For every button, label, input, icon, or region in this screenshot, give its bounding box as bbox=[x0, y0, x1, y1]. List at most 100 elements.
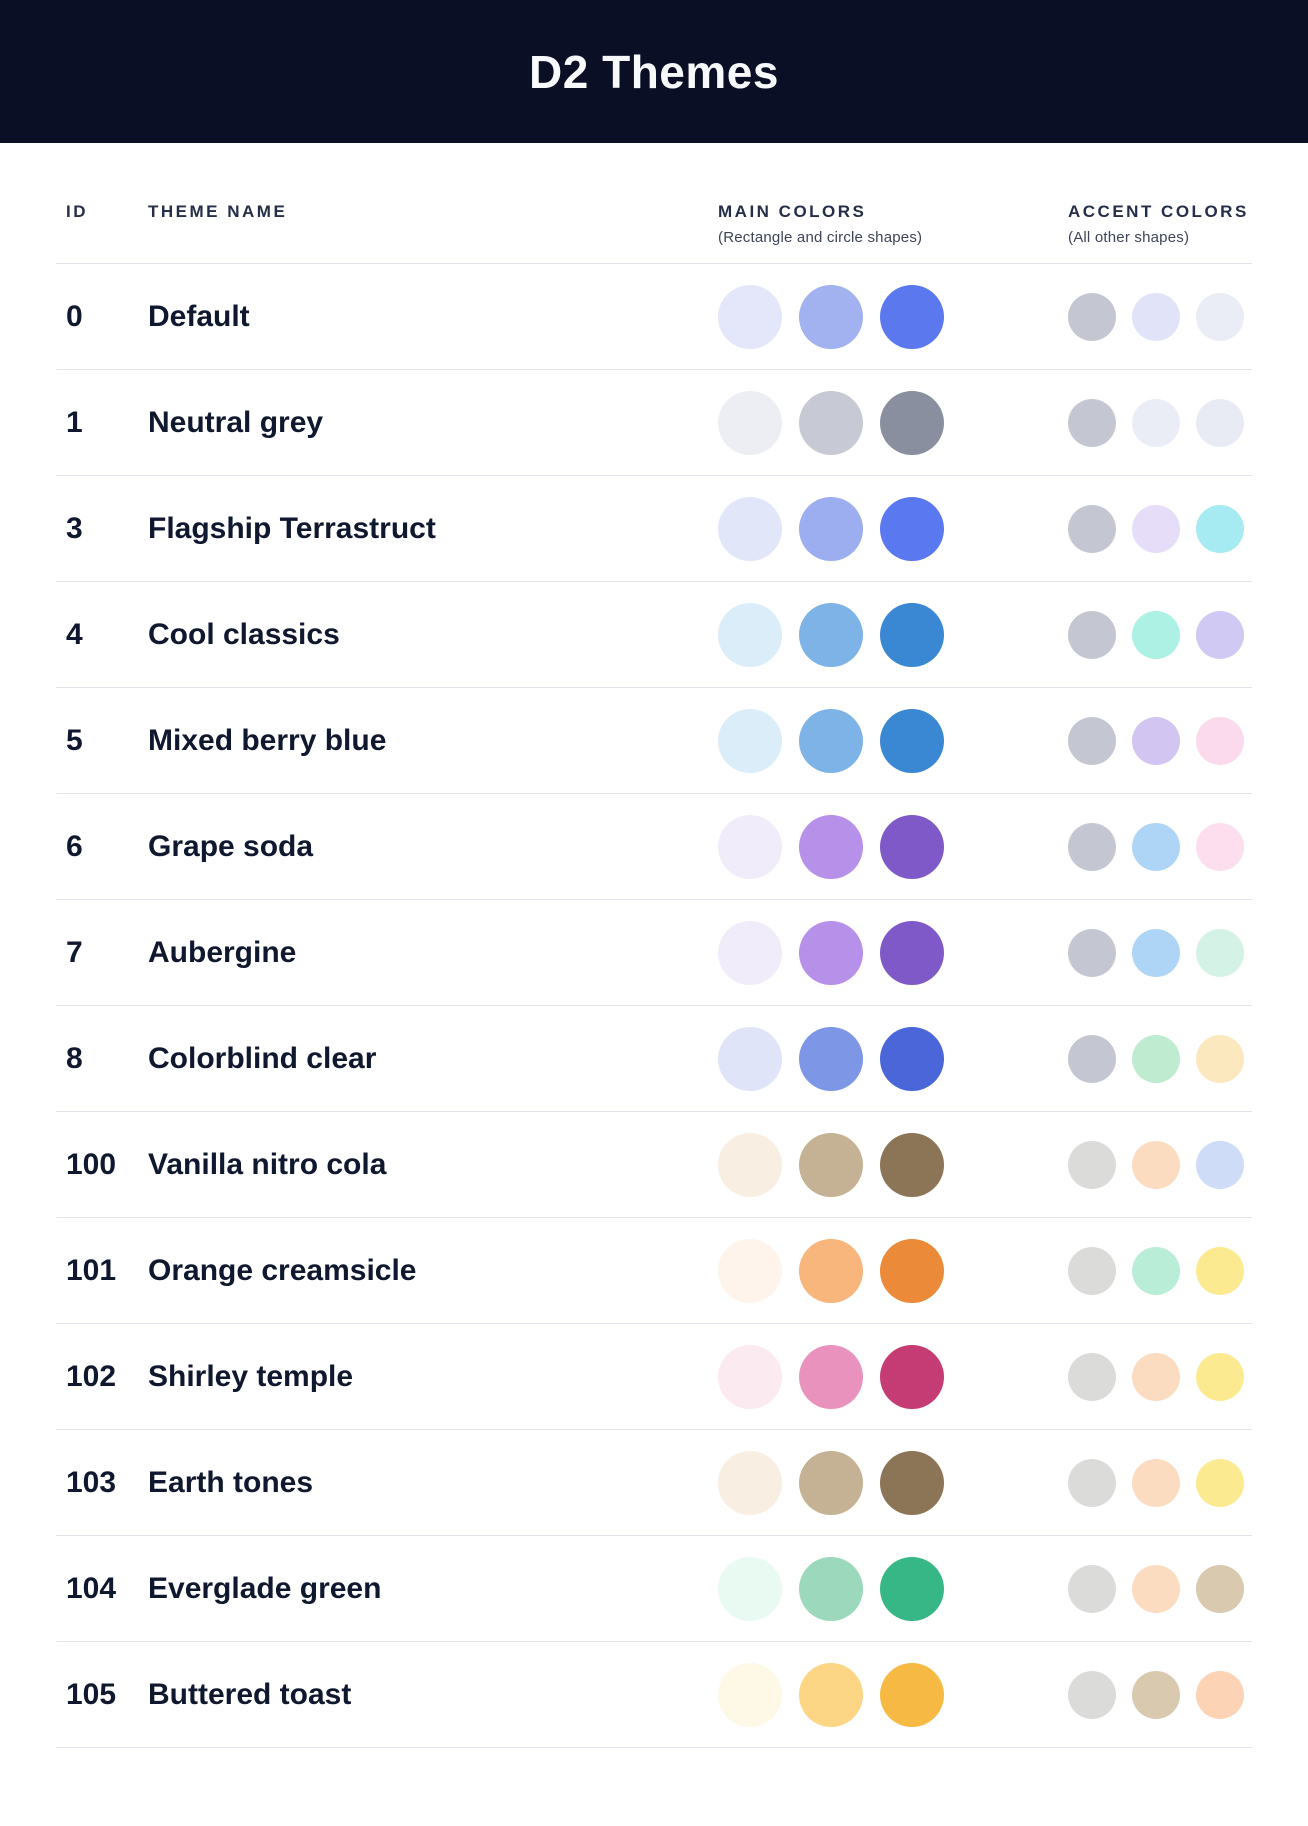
main-swatch-group bbox=[718, 390, 1068, 455]
accent-color-swatch bbox=[1068, 1352, 1116, 1401]
accent-color-swatch bbox=[1068, 1034, 1116, 1083]
main-colors-cell bbox=[718, 920, 1068, 985]
theme-row: 4 Cool classics bbox=[56, 582, 1252, 688]
theme-row: 5 Mixed berry blue bbox=[56, 688, 1252, 794]
main-color-swatch bbox=[799, 1132, 863, 1197]
main-swatch-group bbox=[718, 1450, 1068, 1515]
accent-colors-cell bbox=[1068, 292, 1252, 341]
main-swatch-group bbox=[718, 1026, 1068, 1091]
accent-colors-cell bbox=[1068, 1352, 1252, 1401]
accent-color-swatch bbox=[1196, 1670, 1244, 1719]
theme-row: 1 Neutral grey bbox=[56, 370, 1252, 476]
main-color-swatch bbox=[718, 1238, 782, 1303]
page-title: D2 Themes bbox=[529, 45, 779, 98]
main-color-swatch bbox=[718, 1026, 782, 1091]
theme-name: Everglade green bbox=[148, 1571, 382, 1605]
accent-color-swatch bbox=[1132, 1246, 1180, 1295]
accent-swatch-group bbox=[1068, 1458, 1252, 1507]
main-color-swatch bbox=[799, 1662, 863, 1727]
main-swatch-group bbox=[718, 1556, 1068, 1621]
accent-color-swatch bbox=[1196, 1458, 1244, 1507]
main-color-swatch bbox=[880, 1556, 944, 1621]
main-colors-cell bbox=[718, 1026, 1068, 1091]
accent-color-swatch bbox=[1132, 504, 1180, 553]
main-swatch-group bbox=[718, 708, 1068, 773]
main-color-swatch bbox=[799, 602, 863, 667]
main-color-swatch bbox=[880, 1238, 944, 1303]
accent-swatch-group bbox=[1068, 504, 1252, 553]
accent-color-swatch bbox=[1132, 292, 1180, 341]
accent-swatch-group bbox=[1068, 1140, 1252, 1189]
main-colors-cell bbox=[718, 708, 1068, 773]
main-color-swatch bbox=[799, 814, 863, 879]
main-swatch-group bbox=[718, 1344, 1068, 1409]
theme-id: 6 bbox=[66, 829, 83, 863]
theme-id: 5 bbox=[66, 723, 83, 757]
main-color-swatch bbox=[880, 1026, 944, 1091]
main-color-swatch bbox=[799, 1556, 863, 1621]
accent-color-swatch bbox=[1132, 928, 1180, 977]
accent-colors-cell bbox=[1068, 1564, 1252, 1613]
main-color-swatch bbox=[799, 390, 863, 455]
main-color-swatch bbox=[718, 284, 782, 349]
theme-id: 103 bbox=[66, 1465, 117, 1499]
main-swatch-group bbox=[718, 920, 1068, 985]
accent-color-swatch bbox=[1068, 1140, 1116, 1189]
theme-name: Mixed berry blue bbox=[148, 723, 387, 757]
accent-colors-cell bbox=[1068, 1670, 1252, 1719]
accent-swatch-group bbox=[1068, 1564, 1252, 1613]
accent-colors-cell bbox=[1068, 398, 1252, 447]
theme-name: Neutral grey bbox=[148, 405, 324, 439]
main-color-swatch bbox=[880, 920, 944, 985]
accent-colors-cell bbox=[1068, 504, 1252, 553]
main-color-swatch bbox=[880, 284, 944, 349]
theme-row: 6 Grape soda bbox=[56, 794, 1252, 900]
accent-colors-column-header: ACCENT COLORS bbox=[1068, 202, 1249, 221]
accent-color-swatch bbox=[1068, 1670, 1116, 1719]
theme-name: Vanilla nitro cola bbox=[148, 1147, 387, 1181]
theme-name-column-header: THEME NAME bbox=[148, 202, 288, 221]
theme-name: Flagship Terrastruct bbox=[148, 511, 436, 545]
accent-color-swatch bbox=[1196, 716, 1244, 765]
accent-color-swatch bbox=[1196, 1246, 1244, 1295]
theme-id: 1 bbox=[66, 405, 83, 439]
main-color-swatch bbox=[880, 814, 944, 879]
header-cell-id: ID bbox=[56, 201, 148, 223]
main-colors-cell bbox=[718, 1450, 1068, 1515]
accent-swatch-group bbox=[1068, 610, 1252, 659]
theme-row: 104 Everglade green bbox=[56, 1536, 1252, 1642]
theme-name: Colorblind clear bbox=[148, 1041, 377, 1075]
header-cell-accent-colors: ACCENT COLORS (All other shapes) bbox=[1068, 201, 1252, 247]
theme-row: 100 Vanilla nitro cola bbox=[56, 1112, 1252, 1218]
main-color-swatch bbox=[880, 1450, 944, 1515]
theme-name: Shirley temple bbox=[148, 1359, 354, 1393]
main-colors-cell bbox=[718, 496, 1068, 561]
accent-color-swatch bbox=[1196, 292, 1244, 341]
main-color-swatch bbox=[718, 390, 782, 455]
main-color-swatch bbox=[718, 496, 782, 561]
accent-colors-cell bbox=[1068, 928, 1252, 977]
accent-color-swatch bbox=[1196, 1034, 1244, 1083]
main-color-swatch bbox=[799, 284, 863, 349]
main-color-swatch bbox=[880, 708, 944, 773]
theme-row: 8 Colorblind clear bbox=[56, 1006, 1252, 1112]
accent-color-swatch bbox=[1068, 398, 1116, 447]
main-color-swatch bbox=[718, 602, 782, 667]
accent-color-swatch bbox=[1068, 716, 1116, 765]
theme-id: 0 bbox=[66, 299, 83, 333]
accent-color-swatch bbox=[1132, 1140, 1180, 1189]
accent-swatch-group bbox=[1068, 292, 1252, 341]
theme-name: Cool classics bbox=[148, 617, 340, 651]
main-color-swatch bbox=[880, 1132, 944, 1197]
main-color-swatch bbox=[799, 708, 863, 773]
main-swatch-group bbox=[718, 1132, 1068, 1197]
main-color-swatch bbox=[718, 814, 782, 879]
theme-table-body: 0 Default 1 Neutral grey bbox=[56, 264, 1252, 1748]
table-header-row: ID THEME NAME MAIN COLORS (Rectangle and… bbox=[56, 143, 1252, 264]
main-color-swatch bbox=[880, 390, 944, 455]
header-cell-main-colors: MAIN COLORS (Rectangle and circle shapes… bbox=[718, 201, 1068, 247]
accent-swatch-group bbox=[1068, 822, 1252, 871]
header-cell-theme-name: THEME NAME bbox=[148, 201, 718, 223]
theme-row: 103 Earth tones bbox=[56, 1430, 1252, 1536]
theme-name: Buttered toast bbox=[148, 1677, 352, 1711]
